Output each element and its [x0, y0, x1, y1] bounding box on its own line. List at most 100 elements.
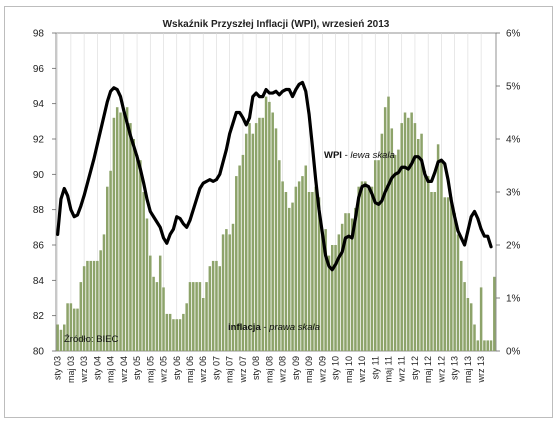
- x-tick-label: sty 11: [370, 356, 380, 379]
- inflation-bar: [115, 107, 119, 351]
- inflation-bar: [281, 181, 284, 351]
- inflation-bar: [460, 260, 463, 351]
- inflation-bar: [188, 282, 192, 351]
- wpi-legend-prefix: WPI: [324, 150, 342, 161]
- inflation-bar: [155, 282, 159, 351]
- inflation-bar: [125, 107, 129, 351]
- inflation-bar: [59, 329, 63, 351]
- inflation-bar: [413, 123, 417, 351]
- inflation-bar: [102, 234, 106, 351]
- inflation-bar: [350, 218, 354, 351]
- left-tick-label: 94: [33, 99, 45, 110]
- inflation-bar: [466, 298, 470, 351]
- left-axis-ticks: 80 82 84 86 88 90 92 94 96 98: [33, 29, 56, 358]
- x-tick-label: sty 04: [92, 356, 102, 380]
- inflation-bar: [182, 313, 185, 351]
- x-tick-label: wrz 10: [357, 356, 367, 384]
- inflation-bar: [423, 170, 427, 351]
- inflation-bar: [72, 308, 76, 351]
- inflation-bar: [106, 186, 109, 351]
- inflation-bar: [334, 245, 337, 351]
- x-tick-label: maj 07: [225, 356, 235, 383]
- inflation-bar: [360, 181, 364, 351]
- inflation-bar: [96, 260, 99, 351]
- inflation-bar: [278, 160, 281, 351]
- inflation-bar: [294, 186, 298, 351]
- x-tick-label: wrz 03: [79, 356, 89, 384]
- x-tick-label: maj 09: [304, 356, 314, 383]
- inflation-bar: [370, 186, 374, 351]
- inflation-bar: [301, 176, 304, 351]
- inflation-bar: [198, 282, 202, 351]
- inflation-bar: [330, 245, 334, 351]
- right-tick-label: 5%: [506, 82, 521, 93]
- inflation-bars: [56, 96, 496, 351]
- inflation-bar: [430, 192, 433, 351]
- inflation-bar: [241, 154, 245, 351]
- inflation-bar: [397, 149, 400, 351]
- wpi-line: [56, 80, 493, 272]
- inflation-bar: [175, 319, 179, 351]
- inflation-bar: [324, 229, 327, 351]
- inflation-bar: [311, 192, 314, 351]
- inflation-bar: [317, 197, 321, 351]
- right-tick-label: 6%: [506, 29, 521, 40]
- x-tick-label: maj 12: [423, 356, 433, 383]
- inflation-bar: [483, 340, 486, 351]
- inflation-bar: [380, 133, 384, 351]
- x-tick-label: maj 05: [145, 356, 155, 383]
- inflation-bar: [228, 234, 231, 351]
- inflation-bar: [178, 319, 182, 351]
- inflation-bar: [208, 266, 212, 351]
- inflation-bar: [145, 218, 149, 351]
- inflation-bar: [416, 139, 420, 351]
- x-tick-label: wrz 09: [317, 356, 327, 384]
- inflation-bar: [66, 303, 69, 351]
- inflation-bar: [218, 266, 222, 351]
- left-tick-label: 84: [33, 276, 45, 287]
- inflation-bar: [215, 260, 218, 351]
- right-tick-label: 0%: [506, 347, 521, 358]
- inflation-bar: [340, 223, 344, 351]
- inflation-bar: [489, 340, 493, 351]
- left-tick-label: 86: [33, 241, 45, 252]
- x-tick-label: maj 13: [463, 356, 473, 383]
- inflation-bar: [446, 197, 450, 351]
- inflation-bar: [254, 123, 258, 351]
- inflation-bar: [436, 144, 440, 351]
- left-tick-label: 98: [33, 29, 45, 40]
- x-tick-label: maj 04: [106, 356, 116, 383]
- inflation-bar: [205, 282, 208, 351]
- left-tick-label: 80: [33, 347, 45, 358]
- x-tick-label: maj 10: [344, 356, 354, 383]
- inflation-bar: [274, 128, 278, 351]
- x-axis-ticks: sty 03 maj 03 wrz 03 sty 04 maj 04 wrz 04 sty …: [53, 356, 486, 384]
- inflation-bar: [420, 133, 423, 351]
- inflation-bar: [142, 192, 145, 351]
- inflation-bar: [284, 192, 288, 351]
- inflation-bar: [486, 340, 489, 351]
- inflation-bar: [304, 165, 308, 351]
- left-tick-label: 82: [33, 311, 45, 322]
- inflation-bar: [297, 181, 301, 351]
- inflation-bar: [271, 112, 274, 351]
- inflation-bar: [344, 213, 347, 351]
- inflation-bar: [92, 260, 96, 351]
- inflation-bar: [168, 313, 172, 351]
- inflation-bar: [86, 260, 89, 351]
- inflation-bar: [152, 276, 155, 351]
- inflation-bar: [122, 112, 126, 351]
- inflation-bar: [377, 160, 380, 351]
- inflation-bar: [410, 112, 413, 351]
- x-tick-label: wrz 04: [119, 356, 129, 384]
- x-tick-label: maj 11: [383, 356, 393, 382]
- inflation-bar: [135, 154, 139, 351]
- x-tick-label: wrz 11: [397, 356, 407, 383]
- inflation-bar: [307, 192, 311, 351]
- inflation-bar: [63, 324, 66, 351]
- inflation-bar: [185, 303, 188, 351]
- x-tick-label: sty 03: [53, 356, 63, 380]
- inflation-bar: [162, 287, 165, 351]
- inflation-bar: [287, 207, 291, 351]
